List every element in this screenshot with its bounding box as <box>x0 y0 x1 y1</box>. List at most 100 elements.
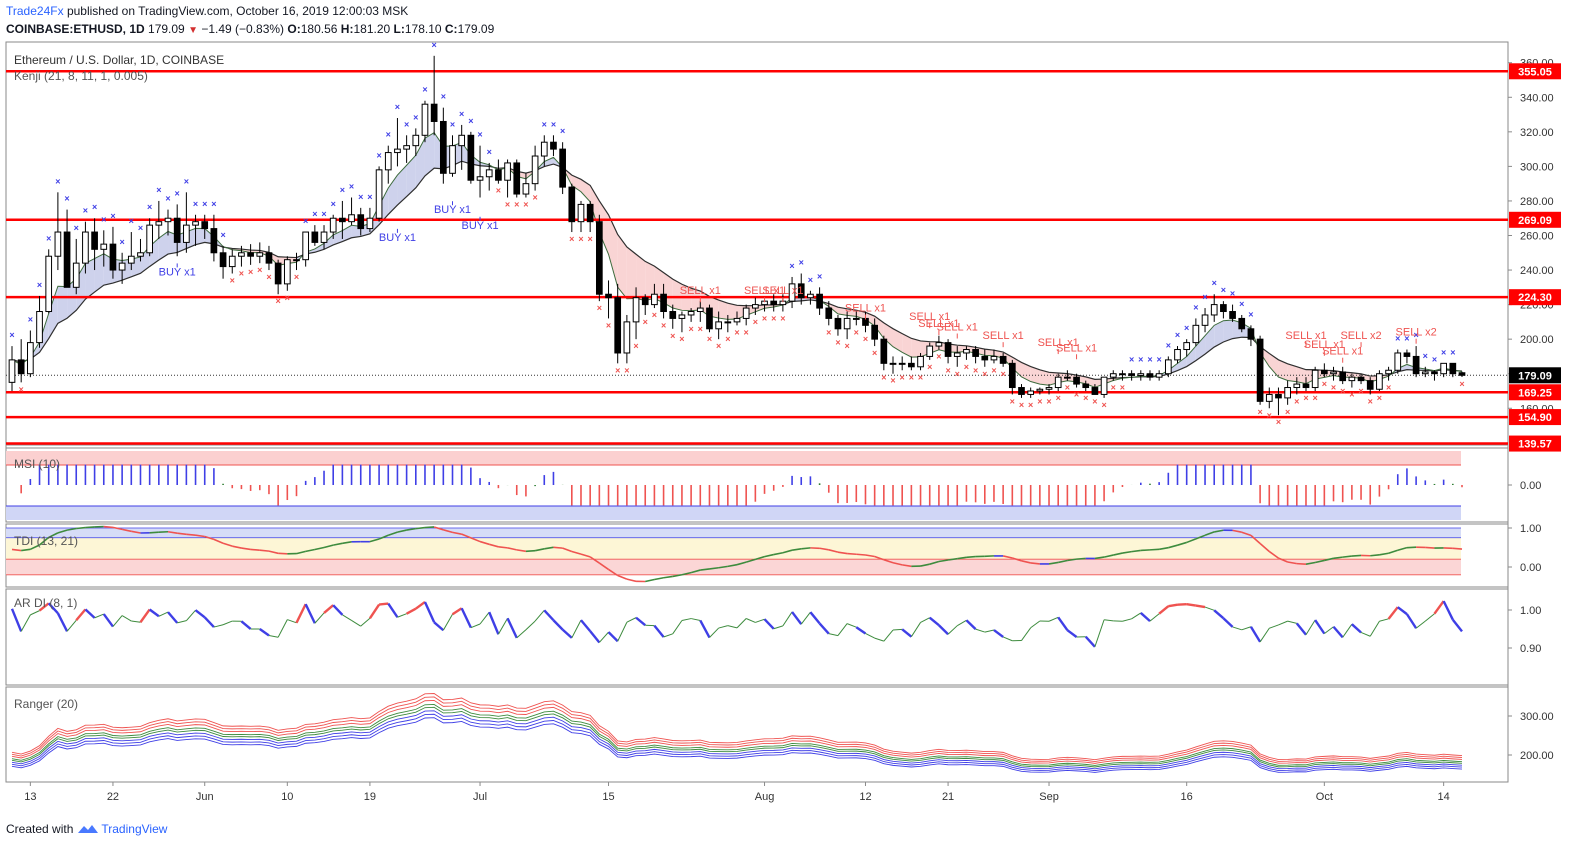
trend-marker: × <box>285 293 290 303</box>
trend-marker: × <box>688 324 693 334</box>
ardi-line-segment <box>571 619 582 639</box>
ardi-line-segment <box>75 608 87 622</box>
candle-body <box>210 228 218 254</box>
kenji-cloud-segment <box>911 338 921 358</box>
trend-marker: × <box>257 265 262 275</box>
trend-marker: × <box>1175 330 1180 340</box>
candle-body <box>109 243 117 271</box>
trend-marker: × <box>753 317 758 327</box>
trend-marker: × <box>863 334 868 344</box>
candle-body <box>1210 304 1218 316</box>
tdi-line-segment <box>1168 544 1178 549</box>
trend-marker: × <box>808 275 813 285</box>
ranger-band-line <box>11 713 1463 772</box>
kenji-cloud-segment <box>1296 366 1306 384</box>
ardi-line-segment <box>818 622 830 635</box>
tdi-line-segment <box>1058 559 1068 564</box>
trend-marker: × <box>679 334 684 344</box>
price-chart[interactable]: × × × × × × × × × × × × × × × × × × × × × × × × × × × × × × × × × × × × × × × ×… <box>0 40 1572 810</box>
trend-marker: × <box>744 327 749 337</box>
ardi-line-segment <box>1204 606 1215 611</box>
trend-marker: × <box>505 199 510 209</box>
candle-body <box>1431 371 1438 375</box>
time-axis-label: 13 <box>24 791 36 803</box>
tdi-line-segment <box>452 531 462 535</box>
kenji-cloud-segment <box>1195 335 1206 361</box>
candle-body <box>357 214 365 230</box>
candle-body <box>1109 373 1117 378</box>
trend-marker: × <box>936 352 941 362</box>
candle-body <box>439 120 447 174</box>
ardi-line-segment <box>121 615 132 622</box>
price-axis-label: 320.00 <box>1520 127 1554 139</box>
candle-body <box>82 231 89 264</box>
candle-body <box>797 283 805 299</box>
candle-body <box>1100 376 1108 395</box>
candle-body <box>1036 388 1044 392</box>
time-axis-label: 21 <box>942 791 954 803</box>
ardi-line-segment <box>1424 613 1435 622</box>
ardi-line-segment <box>534 609 545 622</box>
tdi-line-segment <box>957 556 967 560</box>
candle-body <box>247 252 254 257</box>
tdi-line-segment <box>1250 534 1261 545</box>
kenji-cloud-segment <box>718 300 728 320</box>
candle-body <box>944 342 952 357</box>
kenji-cloud-segment <box>902 333 912 358</box>
publisher-link[interactable]: Trade24Fx <box>6 4 64 18</box>
kenji-cloud-segment <box>158 231 169 261</box>
ardi-line-segment <box>1259 627 1270 643</box>
trend-marker: × <box>1267 410 1272 420</box>
candle-body <box>1357 376 1365 382</box>
trend-marker: × <box>1257 407 1262 417</box>
sell-signal-label: SELL x1 <box>762 285 803 297</box>
candle-body <box>999 355 1007 364</box>
candle-body <box>1330 371 1337 375</box>
ardi-line-segment <box>552 619 564 631</box>
trend-marker: × <box>248 267 253 277</box>
trend-marker: × <box>1395 334 1400 344</box>
ardi-line-segment <box>287 619 297 624</box>
trend-marker: × <box>211 199 216 209</box>
ardi-line-segment <box>965 619 977 631</box>
candle-body <box>430 103 438 122</box>
tdi-line-segment <box>801 547 811 550</box>
change-value: −1.49 (−0.83%) <box>201 22 285 36</box>
price-axis-label: 200.00 <box>1520 334 1554 346</box>
trend-marker: × <box>129 216 134 226</box>
tdi-line-segment <box>819 547 829 551</box>
candle-body <box>807 293 814 299</box>
candle-body <box>963 349 970 354</box>
ardi-line-segment <box>451 607 463 616</box>
ardi-line-segment <box>1021 627 1032 641</box>
ardi-line-segment <box>30 610 40 616</box>
tdi-line-segment <box>874 555 885 561</box>
tdi-line-segment <box>764 553 774 558</box>
candle-body <box>63 231 71 288</box>
tdi-line-segment <box>397 529 407 533</box>
trend-marker: × <box>964 362 969 372</box>
trend-marker: × <box>854 327 859 337</box>
candle-body <box>770 300 778 306</box>
ranger-band-line <box>11 703 1463 766</box>
tdi-line-segment <box>966 555 976 559</box>
kenji-cloud-segment <box>67 278 77 319</box>
trend-marker: × <box>1248 309 1253 319</box>
tdi-line-segment <box>470 537 481 543</box>
last-price-tag-bg <box>1509 367 1561 384</box>
indicator-title-kenji: Kenji (21, 8, 11, 1, 0.005) <box>14 69 148 83</box>
ardi-line-segment <box>277 619 288 638</box>
trend-marker: × <box>220 230 225 240</box>
candle-body <box>1247 328 1255 340</box>
kenji-cloud-segment <box>1287 363 1297 382</box>
kenji-cloud-segment <box>571 175 581 192</box>
tradingview-logo[interactable]: TradingView <box>77 822 167 836</box>
buy-signal-label: BUY x1 <box>379 232 416 244</box>
candle-body <box>137 252 144 257</box>
trend-marker: × <box>156 185 161 195</box>
candle-body <box>540 141 548 157</box>
tdi-line-segment <box>1379 552 1389 556</box>
trend-marker: × <box>881 372 886 382</box>
trend-marker: × <box>771 314 776 324</box>
ranger-axis-label: 300.00 <box>1520 711 1554 723</box>
